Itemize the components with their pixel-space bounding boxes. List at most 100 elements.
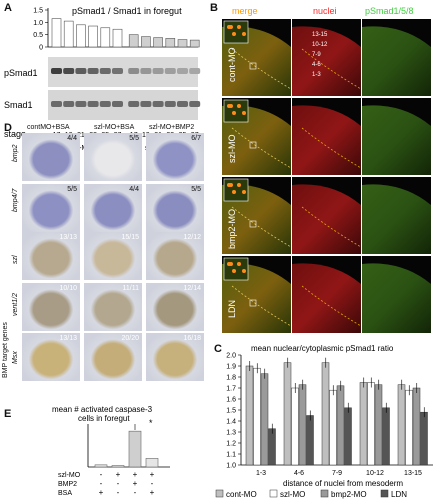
c-bar bbox=[253, 367, 261, 466]
embryo-count: 12/14 bbox=[183, 285, 201, 292]
roi-box bbox=[249, 299, 257, 307]
c-legend-label: cont-MO bbox=[226, 490, 257, 499]
a-bar bbox=[88, 25, 98, 48]
psmad1-band bbox=[189, 68, 201, 74]
psmad1-band bbox=[177, 68, 188, 74]
c-bar bbox=[298, 384, 307, 466]
c-ytick-label: 1.1 bbox=[226, 452, 236, 459]
c-bar bbox=[397, 384, 406, 466]
panel-e-label: E bbox=[4, 408, 12, 420]
embryo-count: 16/18 bbox=[183, 335, 201, 342]
roi-box bbox=[249, 220, 257, 228]
row-label-stage: stage bbox=[4, 129, 26, 139]
cond-ldn: LDN bbox=[227, 299, 237, 318]
embryo-count: 20/20 bbox=[121, 335, 139, 342]
nucleus-dot bbox=[229, 25, 233, 29]
a-bar bbox=[128, 34, 139, 48]
channel-merge: merge bbox=[232, 6, 258, 16]
nucleus-dot bbox=[237, 262, 241, 266]
gene-bmp47: bmp4/7 bbox=[12, 188, 19, 212]
panel-e-title-1: mean # activated caspase-3 bbox=[52, 405, 153, 414]
col-header-0: contMO+BSA bbox=[27, 124, 70, 131]
nuclei-row-3: 7-9 bbox=[312, 52, 321, 58]
panel-c-chart: mean nuclear/cytoplasmic pSmad1 ratio 2.… bbox=[215, 344, 433, 499]
embryo-count: 13/13 bbox=[59, 234, 77, 241]
micrograph-tile bbox=[222, 19, 292, 96]
panel-a-figure: pSmad1 / Smad1 in foregut 1.5 1.0 0.5 0 pSm… bbox=[4, 6, 201, 152]
micrograph-tile bbox=[222, 256, 292, 333]
c-ytick-label: 1.5 bbox=[226, 408, 236, 415]
a-bar bbox=[112, 28, 123, 48]
embryo-image: 12/14 bbox=[146, 283, 204, 331]
row-label-psmad1: pSmad1 bbox=[4, 68, 38, 78]
c-xtick-label: 13-15 bbox=[404, 470, 422, 477]
nucleus-dot bbox=[232, 269, 236, 273]
panel-a-title: pSmad1 / Smad1 in foregut bbox=[72, 6, 182, 16]
e-sign: + bbox=[116, 470, 121, 479]
panel-b-micrographs bbox=[222, 19, 431, 333]
micrograph-tile bbox=[292, 19, 362, 96]
embryo-count: 5/5 bbox=[129, 135, 139, 142]
c-bar bbox=[245, 365, 254, 466]
psmad1-band bbox=[75, 68, 87, 74]
c-xtick-label: 4-6 bbox=[294, 470, 304, 477]
embryo-image: 13/13 bbox=[22, 333, 80, 381]
panel-e-condition-table: szl-MO - + + +BMP2- - + -BSA + - - + bbox=[58, 470, 155, 497]
smad1-band bbox=[128, 101, 140, 107]
c-bar bbox=[420, 411, 428, 466]
psmad1-band bbox=[152, 68, 164, 74]
embryo-count: 5/5 bbox=[67, 186, 77, 193]
panel-e-title-2: cells in foregut bbox=[78, 414, 130, 423]
c-ytick-label: 1.9 bbox=[226, 364, 236, 371]
c-ytick-label: 1.6 bbox=[226, 397, 236, 404]
nuclei-row-5: 1-3 bbox=[312, 72, 321, 78]
panel-c-xlabel: distance of nuclei from mesoderm bbox=[283, 479, 403, 488]
panel-c-legend: cont-MO szl-MO bmp2-MO LDN bbox=[215, 489, 407, 499]
c-legend-swatch bbox=[320, 489, 329, 498]
roi-box bbox=[249, 141, 257, 149]
c-bar bbox=[291, 387, 299, 466]
panel-a-chart bbox=[47, 8, 200, 48]
panel-c-xticks: 1-3 4-6 7-9 10-12 13-15 bbox=[256, 470, 422, 477]
embryo-count: 13/13 bbox=[59, 335, 77, 342]
c-bar bbox=[306, 415, 314, 466]
nucleus-dot bbox=[232, 32, 236, 36]
cond-bmp2: bmp2-MO bbox=[227, 208, 237, 249]
c-bar bbox=[344, 407, 352, 466]
a-bar bbox=[100, 27, 111, 48]
c-legend-swatch bbox=[380, 489, 389, 498]
e-sign: - bbox=[100, 479, 103, 488]
e-sign: + bbox=[150, 470, 155, 479]
nucleus-dot bbox=[242, 269, 246, 273]
a-bar bbox=[141, 36, 151, 48]
c-ytick-label: 1.7 bbox=[226, 386, 236, 393]
smad1-bands bbox=[51, 101, 201, 107]
panel-e-bars: * bbox=[94, 418, 159, 468]
psmad1-band bbox=[63, 68, 75, 74]
e-sign: - bbox=[134, 488, 137, 497]
micrograph-tile bbox=[362, 177, 431, 254]
col-header-2: szl-MO+BMP2 bbox=[149, 124, 195, 131]
gene-szl: szl bbox=[12, 255, 19, 264]
embryo-count: 10/10 bbox=[59, 285, 77, 292]
inset-zoom bbox=[223, 257, 249, 281]
nuclei-row-2: 10-12 bbox=[312, 42, 328, 48]
micrograph-tile bbox=[222, 98, 292, 175]
nucleus-dot bbox=[229, 262, 233, 266]
smad1-band bbox=[87, 101, 99, 107]
panel-a-yticks: 1.5 1.0 0.5 0 bbox=[33, 8, 48, 52]
a-bar bbox=[189, 39, 200, 48]
embryo-count: 11/11 bbox=[122, 285, 139, 292]
c-bar bbox=[367, 382, 375, 466]
embryo-image: 6/7 bbox=[146, 133, 204, 181]
embryo-image: 11/11 bbox=[84, 283, 142, 331]
inset-zoom bbox=[223, 178, 249, 202]
embryo-count: 4/4 bbox=[129, 186, 139, 193]
c-legend-label: LDN bbox=[391, 490, 407, 499]
micrograph-tile bbox=[292, 98, 362, 175]
nucleus-dot bbox=[229, 104, 233, 108]
cond-szl: szl-MO bbox=[227, 134, 237, 164]
cond-cont: cont-MO bbox=[227, 47, 237, 82]
e-row-label: szl-MO bbox=[58, 472, 81, 479]
micrograph-tile bbox=[292, 256, 362, 333]
